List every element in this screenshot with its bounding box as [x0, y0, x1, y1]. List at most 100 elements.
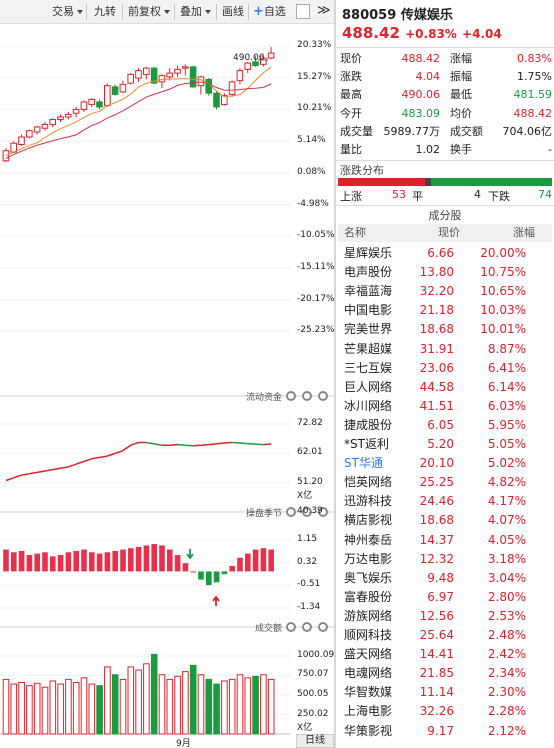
- constituent-row[interactable]: 华智数媒 11.14 2.30%: [338, 683, 552, 702]
- constituent-row[interactable]: 恺英网络 25.25 4.82%: [338, 473, 552, 492]
- constituent-price: 32.20: [419, 284, 454, 299]
- kline-y-label: 15.27%: [297, 71, 332, 82]
- quote-value: 483.09: [401, 106, 441, 120]
- constituent-row[interactable]: 芒果超媒 31.91 8.87%: [338, 340, 552, 359]
- constituent-row[interactable]: 迅游科技 24.46 4.17%: [338, 492, 552, 511]
- gear-icon[interactable]: [286, 507, 296, 517]
- season-bar: [81, 549, 87, 572]
- flow-segment: [193, 444, 201, 447]
- flow-segment: [52, 467, 61, 471]
- kline-y-label: -20.17%: [297, 293, 335, 304]
- adjust-button[interactable]: 前复权: [128, 3, 170, 21]
- constituent-price: 31.91: [419, 341, 454, 356]
- constituent-row[interactable]: 三七互娱 23.06 6.41%: [338, 359, 552, 378]
- gear-icon[interactable]: [302, 622, 312, 632]
- quote-value: 481.59: [513, 88, 553, 102]
- constituent-row[interactable]: 星辉娱乐 6.66 20.00%: [338, 244, 552, 263]
- candle-body: [143, 67, 150, 75]
- constituent-row[interactable]: 幸福蓝海 32.20 10.65%: [338, 282, 552, 301]
- separator: [336, 47, 554, 48]
- constituent-row[interactable]: 巨人网络 44.58 6.14%: [338, 378, 552, 397]
- candle-body: [41, 123, 49, 129]
- close-icon[interactable]: [318, 391, 328, 401]
- stock-title: 880059 传媒娱乐: [342, 4, 453, 23]
- volume-y-label: 250.02: [297, 708, 329, 719]
- col-name[interactable]: 名称: [344, 226, 366, 239]
- season-bar: [34, 553, 40, 572]
- constituent-row[interactable]: 盛天网络 14.41 2.42%: [338, 645, 552, 664]
- volume-bar: [119, 678, 127, 735]
- flow-segment: [5, 477, 14, 482]
- volume-bar: [65, 678, 72, 735]
- constituent-price: 20.10: [419, 456, 454, 471]
- volume-bar: [267, 678, 275, 735]
- col-pct[interactable]: 涨幅: [513, 226, 535, 239]
- close-icon[interactable]: [318, 507, 328, 517]
- season-bar: [151, 544, 157, 572]
- separator: [248, 4, 249, 20]
- gear-icon[interactable]: [286, 391, 296, 401]
- watchlist-dropdown[interactable]: [296, 4, 310, 19]
- trade-button[interactable]: 交易: [52, 3, 83, 21]
- flow-y-label: 62.01: [297, 447, 323, 458]
- volume-bar: [252, 675, 259, 735]
- panel-divider[interactable]: [334, 0, 336, 748]
- flow-segment: [146, 441, 155, 445]
- constituent-pct: 4.05%: [487, 532, 526, 547]
- candle-body: [189, 66, 197, 88]
- plus-icon: +: [253, 4, 264, 19]
- season-bar: [50, 556, 56, 572]
- volume-bar: [221, 680, 228, 735]
- watchlist-button[interactable]: +自选: [253, 3, 286, 21]
- flow-segment: [208, 443, 217, 446]
- quote-value: 490.06: [401, 88, 441, 102]
- constituent-row[interactable]: 横店影视 18.68 4.07%: [338, 511, 552, 530]
- flow-segment: [91, 456, 100, 460]
- constituent-row[interactable]: 捷成股份 6.05 5.95%: [338, 416, 552, 435]
- constituent-row[interactable]: 顺网科技 25.64 2.48%: [338, 626, 552, 645]
- constituent-row[interactable]: 游族网络 12.56 2.53%: [338, 607, 552, 626]
- constituent-row[interactable]: 神州泰岳 14.37 4.05%: [338, 531, 552, 550]
- constituent-price: 9.48: [427, 570, 454, 585]
- constituent-row[interactable]: 电魂网络 21.85 2.34%: [338, 664, 552, 683]
- chart-area[interactable]: [0, 24, 334, 748]
- quote-label: 量比: [340, 143, 362, 156]
- constituent-row[interactable]: 富春股份 6.97 2.80%: [338, 588, 552, 607]
- nine-turn-button[interactable]: 九转: [94, 3, 116, 21]
- constituent-name: 上海电影: [344, 704, 393, 719]
- constituent-row[interactable]: 中国电影 21.18 10.03%: [338, 301, 552, 320]
- constituent-row[interactable]: 冰川网络 41.51 6.03%: [338, 397, 552, 416]
- constituent-row[interactable]: 完美世界 18.68 10.01%: [338, 320, 552, 339]
- gear-icon[interactable]: [302, 507, 312, 517]
- close-icon[interactable]: [318, 622, 328, 632]
- constituent-pct: 10.03%: [480, 303, 526, 318]
- constituent-row[interactable]: 上海电影 32.26 2.28%: [338, 702, 552, 721]
- volume-y-label: 500.05: [297, 688, 329, 699]
- constituent-name: 星辉娱乐: [344, 246, 393, 260]
- expand-icon: ≫: [317, 3, 331, 18]
- constituents-header: 名称 现价 涨幅: [338, 224, 552, 242]
- constituent-row[interactable]: ST华通 20.10 5.02%: [338, 454, 552, 473]
- constituent-pct: 2.30%: [487, 685, 526, 700]
- expand-button[interactable]: ≫: [317, 2, 331, 20]
- constituent-row[interactable]: 万达电影 12.32 3.18%: [338, 550, 552, 569]
- constituent-row[interactable]: 奥飞娱乐 9.48 3.04%: [338, 569, 552, 588]
- constituent-price: 32.26: [419, 704, 454, 719]
- overlay-button[interactable]: 叠加: [180, 3, 211, 21]
- draw-button[interactable]: 画线: [222, 3, 244, 21]
- stock-price: 488.42: [342, 24, 400, 42]
- constituent-pct: 4.82%: [487, 475, 526, 490]
- constituent-row[interactable]: 华策影视 9.17 2.12%: [338, 722, 552, 741]
- constituent-price: 9.17: [427, 723, 454, 738]
- up-count: 53: [392, 188, 406, 201]
- gear-icon[interactable]: [286, 622, 296, 632]
- col-price[interactable]: 现价: [438, 226, 460, 239]
- volume-bar: [80, 677, 88, 735]
- stock-change: +4.04: [462, 27, 502, 41]
- draw-label: 画线: [222, 5, 244, 18]
- period-selector[interactable]: 日线: [296, 734, 334, 748]
- constituent-row[interactable]: 电声股份 13.80 10.75%: [338, 263, 552, 282]
- constituent-row[interactable]: *ST返利 5.20 5.05%: [338, 435, 552, 454]
- quote-label: 最高: [340, 88, 362, 102]
- gear-icon[interactable]: [302, 391, 312, 401]
